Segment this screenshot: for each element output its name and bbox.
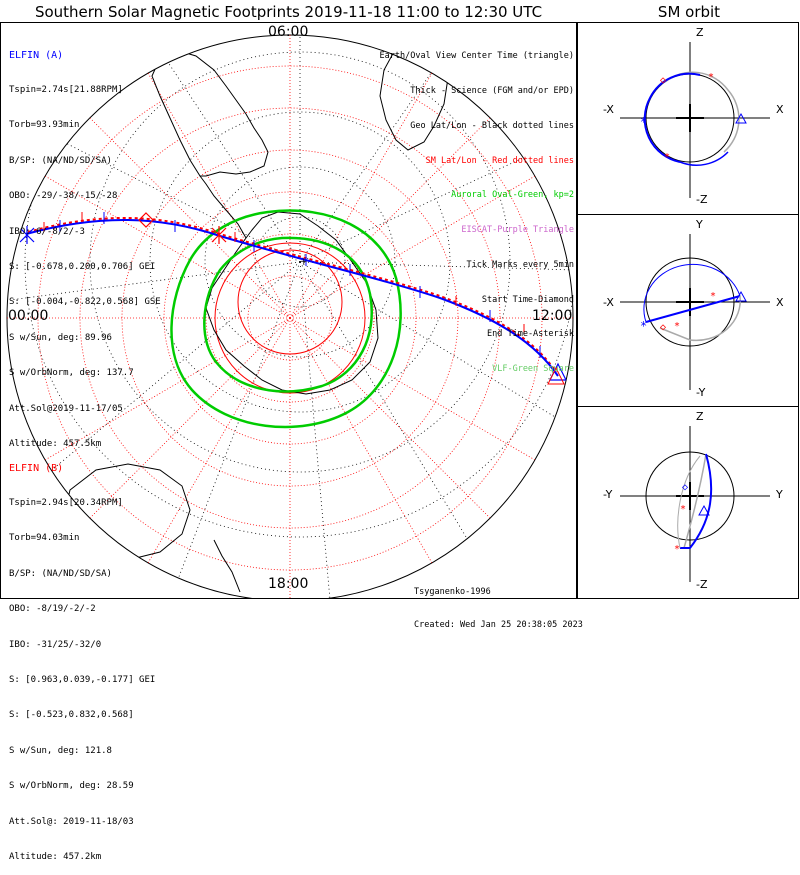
geo-parallels [24, 35, 573, 538]
panel-yz-frame [577, 406, 799, 599]
sm-pole-circle [237, 249, 343, 355]
panel-xy: * ◇ * * [620, 234, 770, 390]
svg-text:*: * [710, 291, 716, 302]
hour-label-bottom: 18:00 [268, 576, 309, 592]
svg-text:*: * [674, 321, 680, 332]
elfin-a-end-asterisk [19, 226, 35, 244]
sm-inner-ring [214, 242, 366, 394]
legend-item: EISCAT-Purple Triangle [461, 225, 574, 236]
elfin-b-header: ELFIN (B) [9, 462, 64, 474]
elfin-b-line: S: [-0.523,0.832,0.568] [9, 710, 134, 721]
elfin-a-line: OBO: -29/-38/-15/-28 [9, 191, 118, 202]
legend-item: Thick - Science (FGM and/or EPD) [410, 85, 574, 96]
legend-item: Start Time-Diamond [481, 294, 574, 305]
orbit-title: SM orbit [657, 3, 721, 21]
svg-text:*: * [664, 152, 670, 163]
elfin-b-info: ELFIN (B) Tspin=2.94s[20.34RPM] Torb=94.… [9, 439, 155, 875]
legend-item: Earth/Oval View Center Time (triangle) [379, 51, 574, 62]
svg-text:*: * [640, 115, 647, 129]
elfin-a-info: ELFIN (A) Tspin=2.74s[21.88RPM] Torb=93.… [9, 26, 161, 462]
legend-item: Tick Marks every 5min [466, 259, 574, 270]
elfin-b-line: S w/OrbNorm, deg: 28.59 [9, 781, 134, 792]
elfin-a-line: S w/OrbNorm, deg: 137.7 [9, 368, 134, 379]
created-date: Created: Wed Jan 25 20:38:05 2023 [414, 620, 583, 630]
view-center-triangle-b [547, 366, 565, 385]
elfin-b-line: OBO: -8/19/-2/-2 [9, 604, 96, 615]
sm-grid [7, 35, 573, 598]
elfin-b-track [27, 216, 557, 373]
xy-right-label: X [776, 296, 784, 309]
hour-label-left: 00:00 [8, 308, 49, 324]
plot-title: Southern Solar Magnetic Footprints 2019-… [34, 3, 543, 21]
model-name: Tsyganenko-1996 [414, 587, 491, 597]
svg-text:*: * [708, 72, 714, 83]
xz-bottom-label: -Z [696, 193, 708, 206]
legend-item: Geo Lat/Lon - Black dotted lines [410, 120, 574, 131]
legend-item: Auroral Oval-Green, kp=2 [451, 190, 574, 201]
xz-top-label: Z [696, 26, 704, 39]
elfin-b-line: Tspin=2.94s[20.34RPM] [9, 497, 123, 508]
xy-bottom-label: -Y [696, 386, 706, 399]
elfin-a-line: Altitude: 457.5km [9, 438, 102, 449]
yz-top-label: Z [696, 410, 704, 423]
legend-item: End Time-Asterisk [487, 329, 574, 340]
svg-text:*: * [674, 544, 680, 555]
elfin-b-end-asterisk [211, 226, 227, 244]
elfin-b-line: Altitude: 457.2km [9, 851, 102, 862]
elfin-b-line: IBO: -31/25/-32/0 [9, 639, 102, 650]
svg-text:◇: ◇ [682, 482, 688, 493]
elfin-a-line: IBO: 6/-8/2/-3 [9, 226, 85, 237]
legend: Earth/Oval View Center Time (triangle) T… [380, 28, 574, 387]
svg-text:◇: ◇ [660, 75, 666, 86]
credits: Tsyganenko-1996 Created: Wed Jan 25 20:3… [414, 565, 583, 642]
panel-xz: * ◇ * * [620, 42, 770, 198]
elfin-a-line: S: [-0.678,0.200,0.706] GEI [9, 261, 156, 272]
elfin-a-line: B/SP: (NA/ND/SD/SA) [9, 155, 112, 166]
elfin-b-start-diamond [138, 212, 154, 228]
footprint-plot: + * ◇ * * * ◇ * * [0, 22, 799, 599]
elfin-b-line: B/SP: (NA/ND/SD/SA) [9, 568, 112, 579]
elfin-a-line: Tspin=2.74s[21.88RPM] [9, 84, 123, 95]
antarctic-peninsula [199, 175, 247, 239]
svg-text:*: * [640, 319, 647, 333]
new-zealand [213, 539, 241, 593]
yz-left-label: -Y [603, 488, 613, 501]
south-america [151, 49, 269, 177]
elfin-b-line: Torb=94.03min [9, 533, 80, 544]
hour-label-right: 12:00 [532, 308, 573, 324]
legend-item: SM Lat/Lon - Red dotted lines [425, 155, 574, 166]
xy-top-label: Y [696, 218, 703, 231]
elfin-b-line: S: [0.963,0.039,-0.177] GEI [9, 674, 156, 685]
elfin-b-ticks [43, 212, 525, 334]
elfin-b-line: Att.Sol@: 2019-11-18/03 [9, 816, 134, 827]
elfin-a-line: Torb=93.93min [9, 120, 80, 131]
xy-left-label: -X [603, 296, 614, 309]
auroral-oval-outer [170, 209, 402, 429]
xz-right-label: X [776, 103, 784, 116]
elfin-a-line: S: [-0.004,-0.822,0.568] GSE [9, 297, 161, 308]
geo-pole-marker: + [300, 257, 308, 267]
map-frame [0, 22, 577, 599]
svg-text:*: * [680, 504, 686, 515]
legend-item: VLF-Green Square [492, 364, 574, 375]
elfin-a-ticks [59, 212, 541, 358]
elfin-b-line: S w/Sun, deg: 121.8 [9, 745, 112, 756]
xz-left-label: -X [603, 103, 614, 116]
elfin-a-track [25, 218, 559, 377]
elfin-a-line: S w/Sun, deg: 89.96 [9, 332, 112, 343]
elfin-a-line: Att.Sol@2019-11-17/05 [9, 403, 123, 414]
hour-label-top: 06:00 [268, 24, 309, 40]
yz-bottom-label: -Z [696, 578, 708, 591]
panel-yz: ◇ * * [620, 426, 770, 582]
svg-text:◇: ◇ [660, 322, 666, 333]
yz-right-label: Y [776, 488, 783, 501]
elfin-a-header: ELFIN (A) [9, 49, 64, 61]
